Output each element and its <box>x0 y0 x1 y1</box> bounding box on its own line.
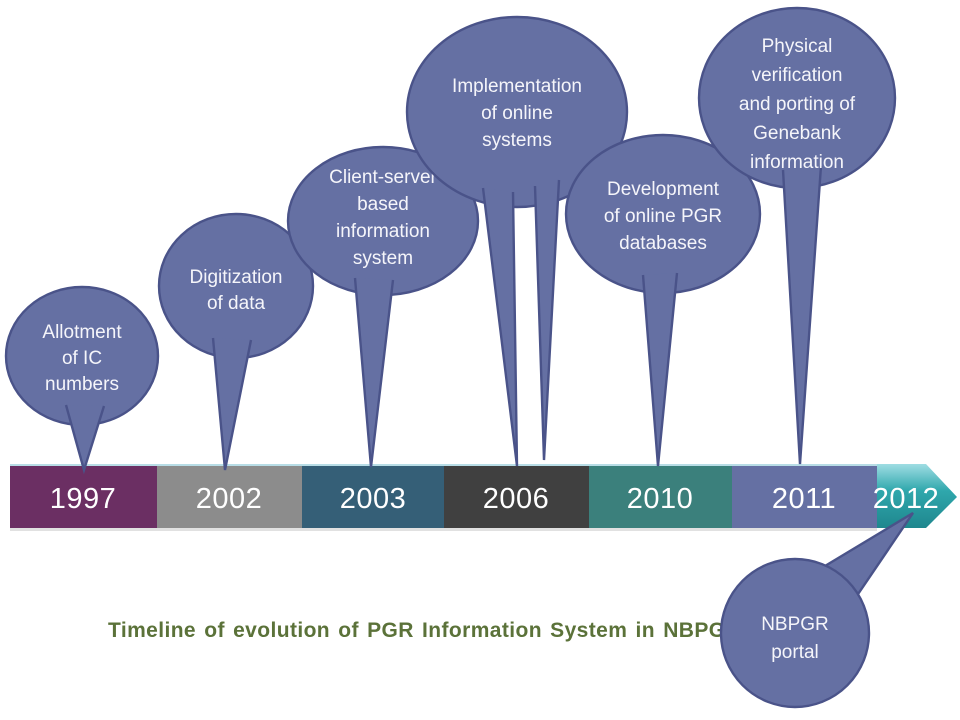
bar-top-highlight <box>10 464 877 467</box>
bubble-text-line: of online PGR <box>604 206 722 227</box>
callout-verification: Physical verification and porting of Gen… <box>697 6 897 465</box>
year-label-2012: 2012 <box>873 483 940 515</box>
year-label-2003: 2003 <box>340 483 407 515</box>
year-label-2002: 2002 <box>196 483 263 515</box>
bubble-text-line: systems <box>482 130 552 151</box>
year-label-2011: 2011 <box>772 483 836 515</box>
callout-development: Development of online PGR databases <box>564 133 762 467</box>
bubble-text-line: Digitization <box>190 267 283 288</box>
bubble-ellipse <box>719 557 871 709</box>
bubble-text-line: Physical <box>762 36 833 57</box>
segment-1997 <box>10 466 157 528</box>
bubble-tail <box>353 277 395 468</box>
bubble-text-line: information <box>336 221 430 242</box>
year-label-2006: 2006 <box>483 483 550 515</box>
bubble-text-line: portal <box>771 642 819 663</box>
segment-2012-arrow <box>877 464 957 528</box>
segment-2006 <box>444 466 589 528</box>
segment-2010 <box>589 466 732 528</box>
bubble-text-line: based <box>357 194 409 215</box>
bubble-text-line: NBPGR <box>761 614 829 635</box>
bubble-text-line: of IC <box>62 348 102 369</box>
year-label-1997: 1997 <box>50 483 117 515</box>
bubble-tail-secondary <box>533 179 561 461</box>
bar-bottom-shadow <box>10 528 877 531</box>
bubble-text-line: information <box>750 152 844 173</box>
bubble-text-line: Genebank <box>753 123 841 144</box>
bubble-tail <box>211 337 253 471</box>
callout-client-server: Client-server based information system <box>286 145 480 468</box>
bubble-text-line: system <box>353 248 413 269</box>
bubble-text-line: Allotment <box>42 322 122 343</box>
bubble-text-line: numbers <box>45 374 119 395</box>
year-label-2010: 2010 <box>627 483 694 515</box>
segment-2003 <box>302 466 444 528</box>
bubble-text-line: of data <box>207 293 266 314</box>
slide-caption: Timeline of evolution of PGR Information… <box>108 619 741 642</box>
bubble-text-line: Client-server <box>329 167 437 188</box>
timeline-bar: 1997 2002 2003 2006 2010 2011 2012 <box>10 464 957 531</box>
bubble-text-line: Implementation <box>452 76 582 97</box>
bubble-tail <box>781 165 823 465</box>
segment-2011 <box>732 466 877 528</box>
segment-2002 <box>157 466 302 528</box>
year-labels: 1997 2002 2003 2006 2010 2011 2012 <box>50 483 940 515</box>
callout-implementation: Implementation of online systems <box>405 15 629 467</box>
bubble-tail <box>481 187 519 467</box>
bubble-text-line: databases <box>619 233 707 254</box>
bubble-text-line: and porting of <box>739 94 856 115</box>
bubble-text-line: of online <box>481 103 553 124</box>
callout-allotment: Allotment of IC numbers <box>4 285 160 475</box>
bubble-tail <box>641 272 679 467</box>
callout-portal: NBPGR portal <box>719 511 914 709</box>
bubble-tail <box>64 404 106 475</box>
bubble-text-line: verification <box>752 65 843 86</box>
callout-digitization: Digitization of data <box>157 212 315 471</box>
bubble-text-line: Development <box>607 179 720 200</box>
bubble-ellipse <box>405 15 629 209</box>
